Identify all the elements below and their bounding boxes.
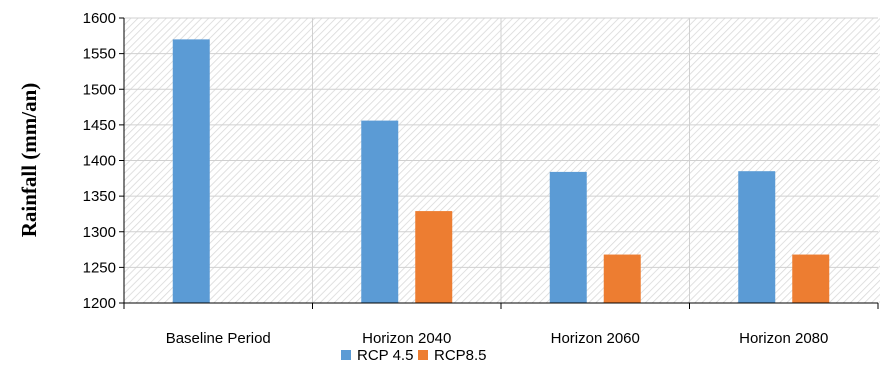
y-tick-label: 1350 (83, 188, 116, 205)
x-tick-label: Horizon 2060 (551, 330, 640, 347)
bar (738, 171, 776, 303)
bar (361, 120, 399, 303)
y-tick-label: 1500 (83, 81, 116, 98)
y-tick-label: 1250 (83, 259, 116, 276)
bars (172, 39, 830, 303)
x-tick-label: Horizon 2040 (362, 330, 451, 347)
bar (415, 211, 453, 303)
axes: 1200 1250 1300 1350 1400 1450 1500 1550 1600 Base… (83, 10, 879, 347)
legend-swatch (341, 350, 351, 360)
legend: RCP 4.5 RCP8.5 (341, 347, 487, 364)
legend-label: RCP8.5 (434, 347, 487, 364)
bar (792, 254, 830, 303)
bar (549, 171, 587, 303)
legend-label: RCP 4.5 (357, 347, 413, 364)
gridlines (124, 17, 878, 304)
y-tick-label: 1400 (83, 153, 116, 170)
y-tick-label: 1200 (83, 295, 116, 312)
bar (603, 254, 641, 303)
y-tick-label: 1450 (83, 117, 116, 134)
y-axis-label: Rainfall (mm/an) (17, 83, 41, 238)
y-tick-label: 1600 (83, 10, 116, 27)
bar (172, 39, 210, 303)
legend-swatch (418, 350, 428, 360)
x-tick-label: Horizon 2080 (739, 330, 828, 347)
y-tick-label: 1300 (83, 224, 116, 241)
x-tick-label: Baseline Period (166, 330, 271, 347)
y-tick-label: 1550 (83, 46, 116, 63)
